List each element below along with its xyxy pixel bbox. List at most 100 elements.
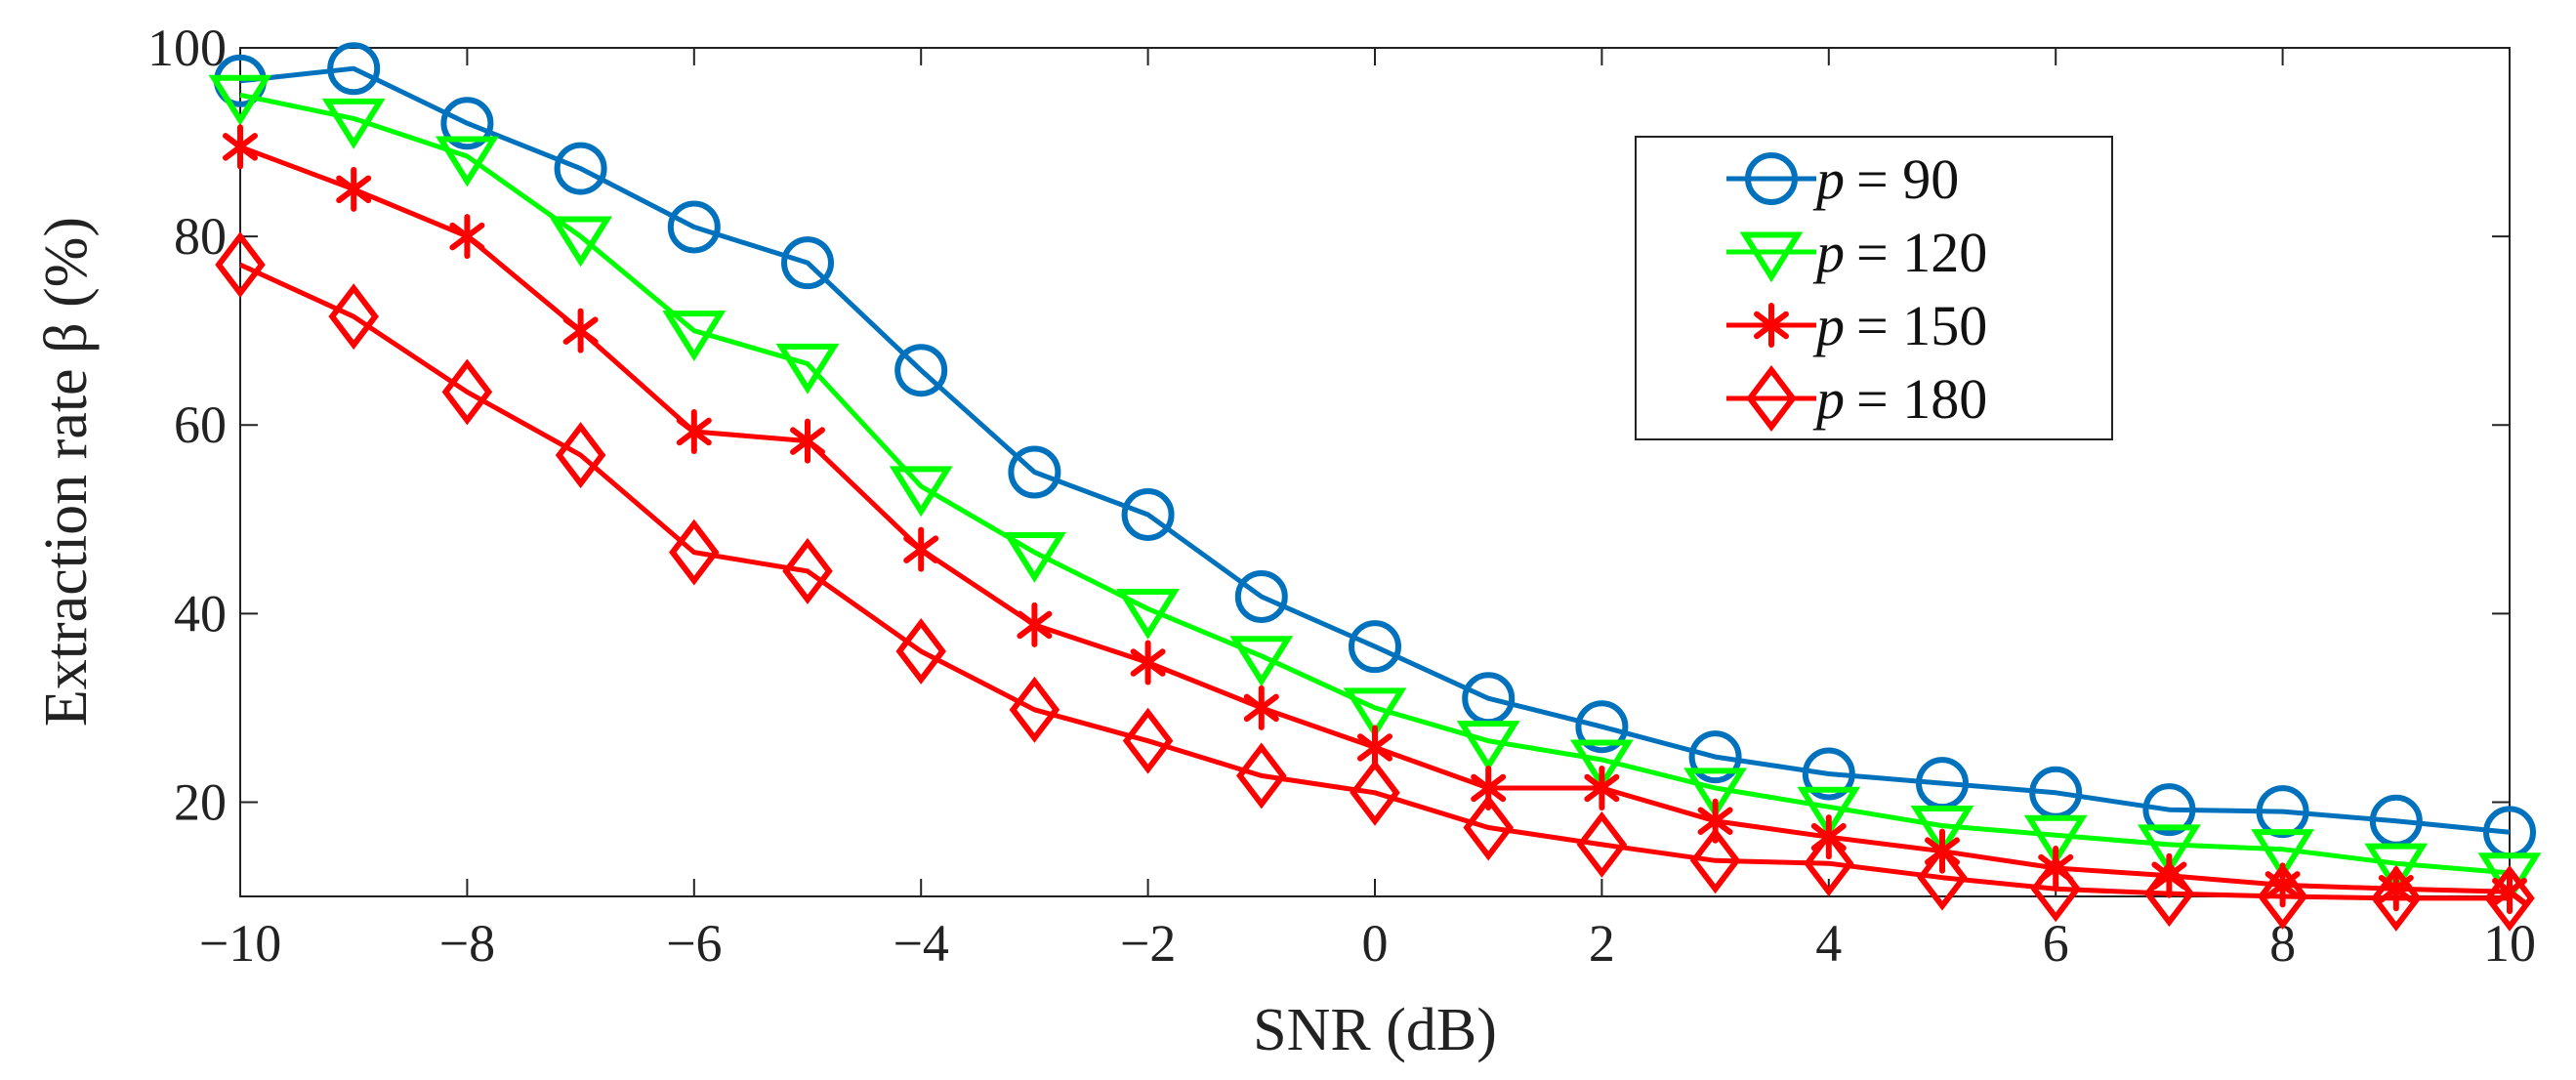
data-point [2142,783,2196,837]
legend-entry: p = 180 [1726,365,1987,432]
data-point [208,74,272,126]
data-point [782,537,833,604]
data-point [903,526,939,572]
data-point [1910,806,1974,856]
data-point [1688,730,1742,784]
legend-variable: p [1812,367,1845,431]
data-point [1116,588,1181,640]
data-point [1569,739,1634,791]
data-point [440,97,494,150]
legend-value: = 120 [1856,221,1987,284]
data-point [1683,768,1748,819]
data-point [1009,676,1060,743]
data-point [2257,863,2308,930]
legend-label: p = 150 [1812,294,1987,357]
data-point [2143,860,2195,928]
x-tick-label: −8 [439,914,495,973]
data-point [2371,864,2422,932]
data-point [669,519,720,586]
data-point [895,617,946,685]
x-tick-label: 4 [1815,914,1842,973]
data-point [1576,810,1628,878]
x-tick-label: −10 [199,914,281,973]
data-point [1234,569,1288,623]
data-point [1463,794,1514,861]
series-line [239,65,2511,835]
data-point [2477,852,2542,904]
data-point [223,124,258,170]
data-point [1456,721,1520,771]
data-point [327,42,381,96]
data-point [790,418,825,464]
data-point [1917,844,1968,911]
data-point [676,408,712,454]
data-point [667,200,721,254]
legend-box [1635,136,2113,440]
data-point [441,358,493,426]
legend-value: = 180 [1856,367,1987,431]
x-tick-label: −4 [893,914,948,973]
series-3 [215,231,2535,932]
data-point [2137,824,2201,876]
data-point [1236,742,1287,810]
data-point [328,283,379,351]
x-axis-title: SNR (dB) [1253,997,1497,1063]
data-point [894,344,948,397]
data-point [562,308,599,353]
y-tick-label: 40 [174,584,227,643]
legend-entry: p = 120 [1726,221,1987,284]
data-point [554,142,607,195]
data-point [2023,814,2088,866]
legend-entry: p = 90 [1726,147,1959,211]
data-point [321,98,386,149]
data-point [1584,765,1620,810]
legend-marker [1745,152,1798,205]
data-point [1130,640,1166,685]
legend-label: p = 180 [1812,367,1987,431]
data-point [336,166,372,212]
series-1 [208,74,2542,904]
data-point [1349,620,1401,674]
legend-variable: p [1812,294,1845,357]
data-point [1243,685,1279,730]
legend-marker [1746,365,1797,432]
data-point [1350,759,1400,826]
x-tick-label: −6 [666,914,722,973]
data-point [1121,487,1175,541]
y-axis-title: Extraction rate β (%) [33,217,100,727]
data-point [781,236,834,290]
legend-value: = 90 [1856,147,1959,211]
series-0 [214,42,2536,859]
data-point [1797,786,1861,838]
data-point [1229,636,1294,687]
data-point [662,311,727,361]
series-line [238,262,2510,901]
data-point [1122,707,1174,774]
legend-value: = 150 [1856,294,1987,357]
y-tick-label: 60 [174,395,227,454]
y-tick-label: 80 [174,207,227,266]
legend-label: p = 90 [1812,147,1959,211]
data-point [1343,687,1407,739]
data-point [2251,829,2315,881]
data-point [215,231,266,299]
data-point [435,136,499,187]
x-tick-label: 0 [1362,914,1389,973]
data-point [1017,602,1053,647]
legend-variable: p [1812,147,1845,211]
data-point [2484,864,2535,932]
data-point [2364,843,2429,894]
legend-variable: p [1812,221,1845,284]
legend-label: p = 120 [1812,221,1987,284]
data-point [775,343,840,395]
data-point [2030,855,2081,923]
series-layer [208,42,2542,932]
data-point [1802,747,1855,801]
data-point [1008,445,1061,499]
data-point [1689,827,1741,894]
data-point [889,466,953,518]
y-tick-label: 100 [147,19,227,77]
